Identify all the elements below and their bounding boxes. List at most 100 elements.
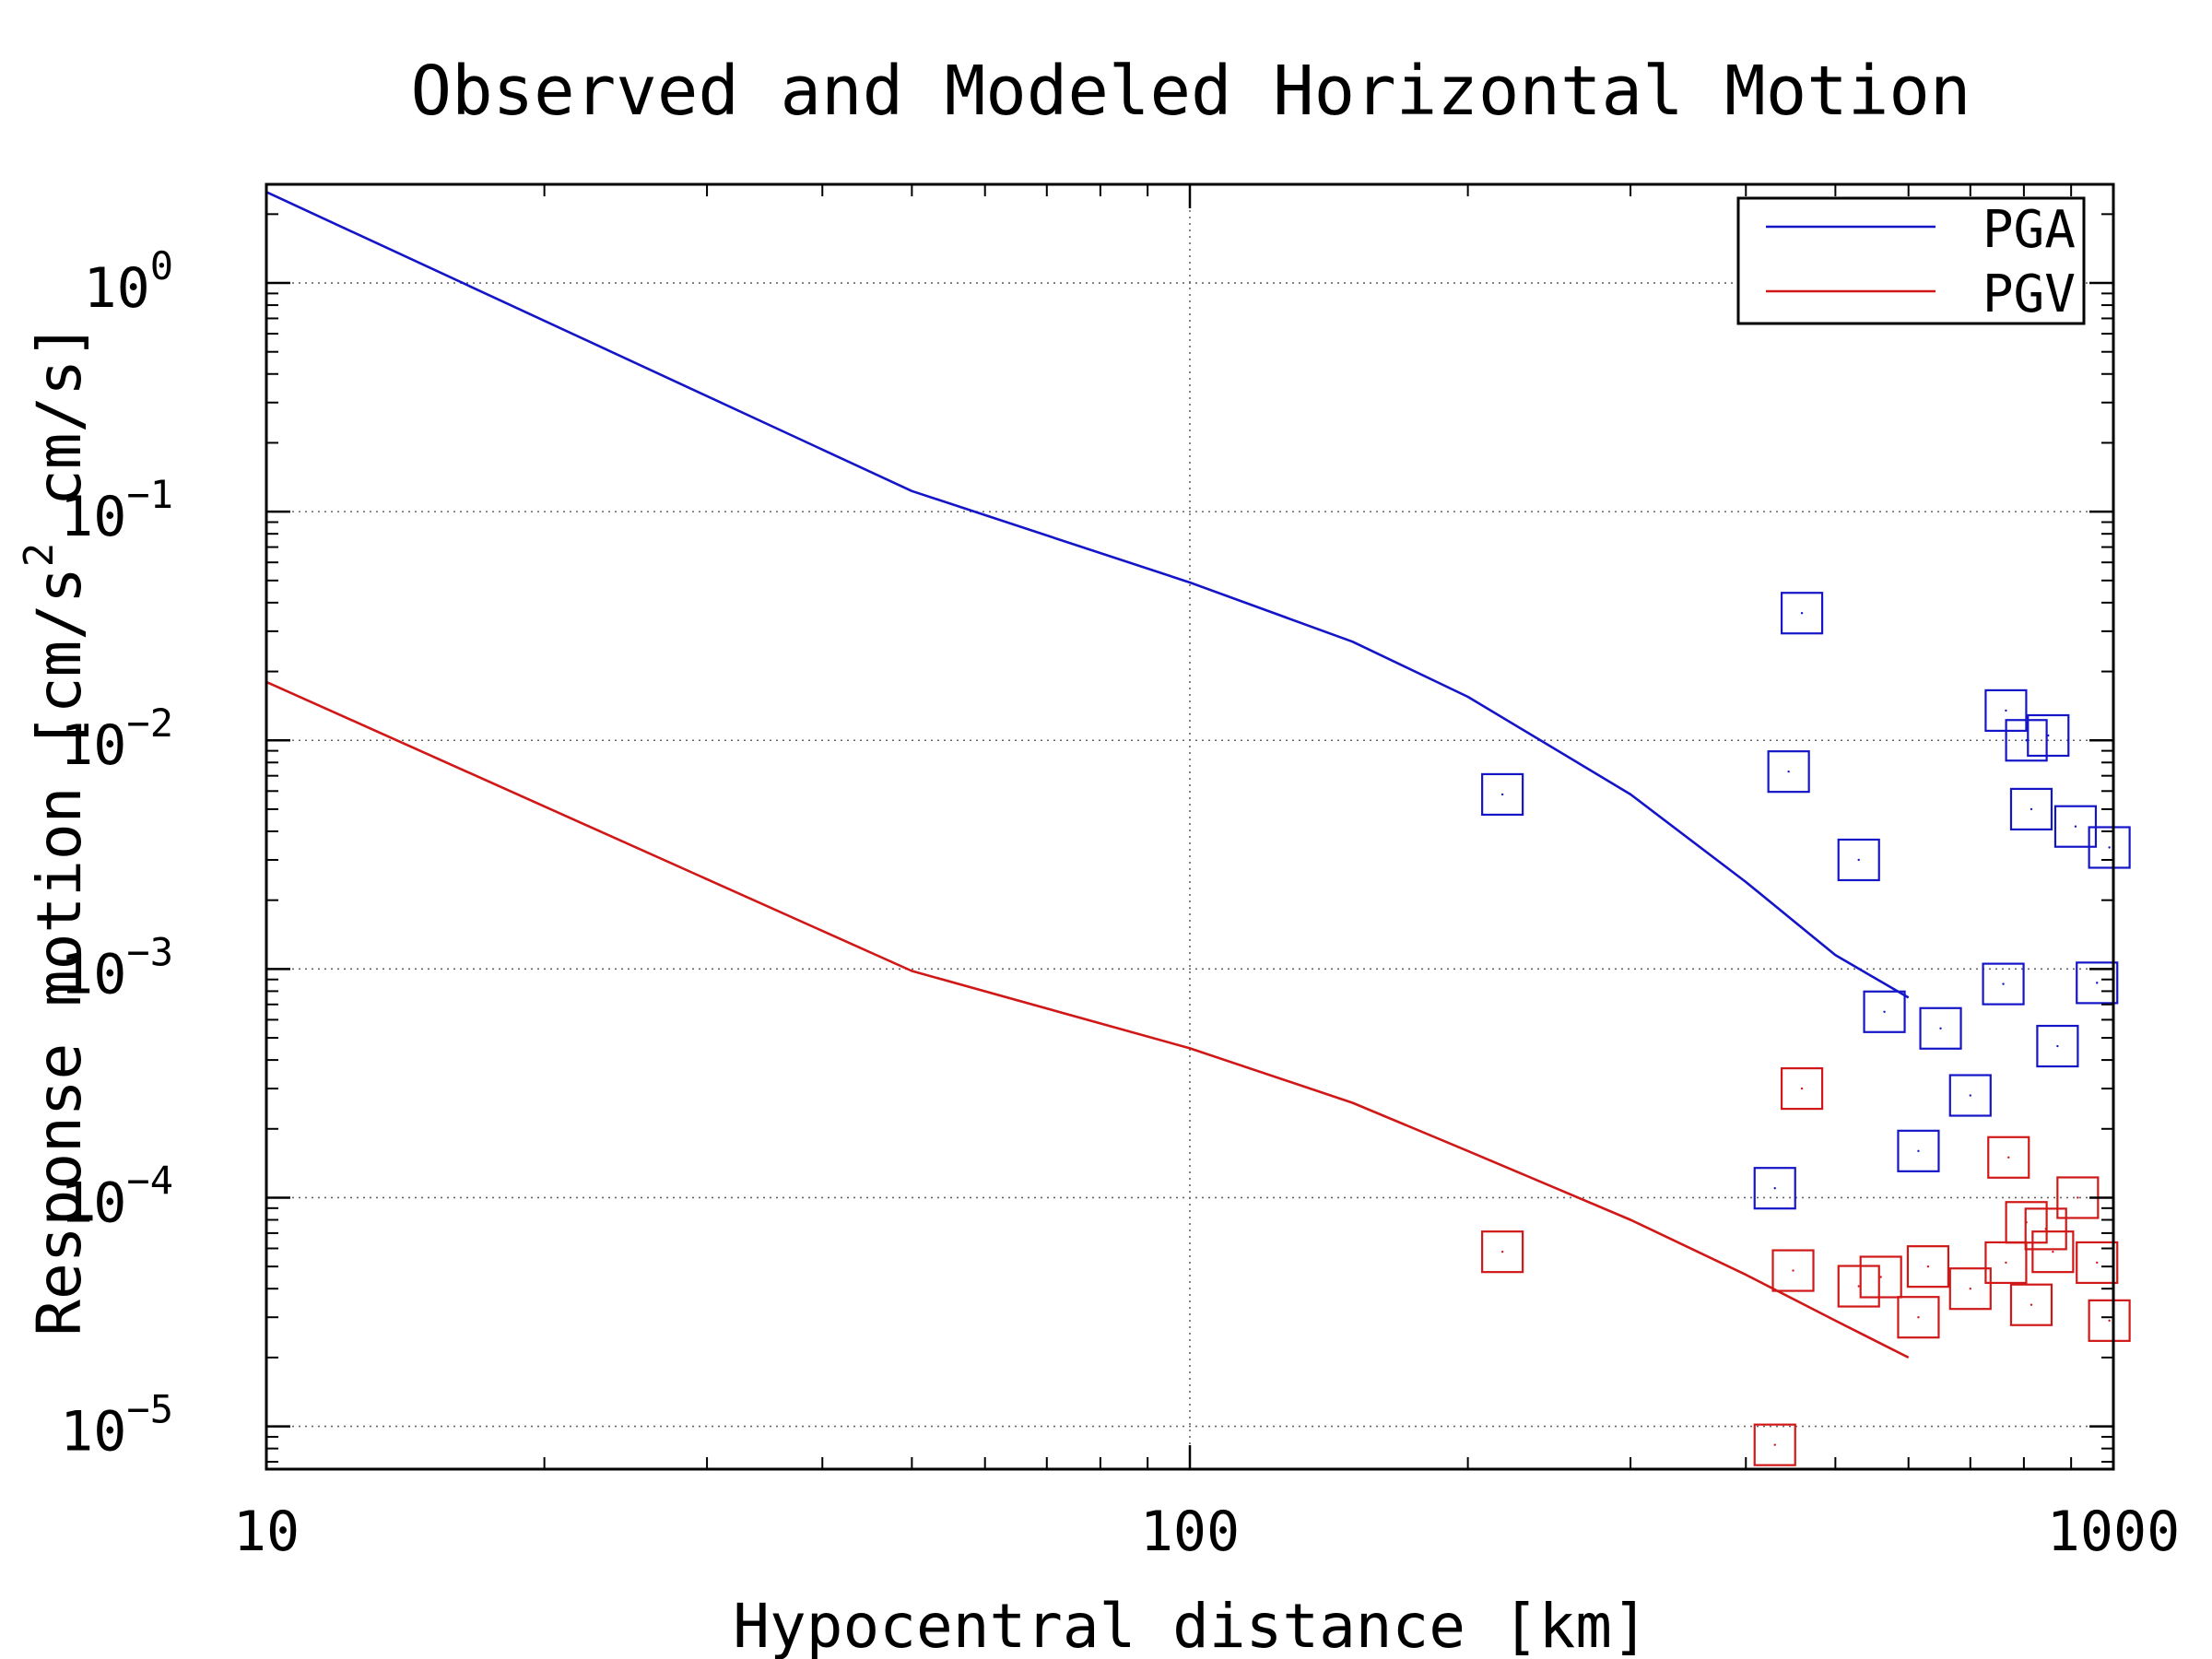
observed-marker-dot bbox=[1787, 770, 1790, 773]
y-axis-title-superscript: 2 bbox=[16, 543, 63, 568]
observed-marker-dot bbox=[1773, 1187, 1776, 1190]
observed-marker-dot bbox=[1969, 1094, 1971, 1097]
x-tick-label: 100 bbox=[1140, 1500, 1240, 1564]
observed-marker-dot bbox=[1800, 612, 1804, 615]
observed-marker-dot bbox=[2005, 1261, 2007, 1265]
observed-marker-dot bbox=[2056, 1044, 2059, 1048]
observed-marker-square bbox=[2027, 713, 2070, 758]
observed-pgv-marker bbox=[1859, 1255, 1902, 1299]
observed-pga-marker bbox=[1982, 962, 2025, 1006]
observed-marker-dot bbox=[1800, 1087, 1804, 1090]
observed-pga-marker bbox=[1863, 990, 1906, 1033]
observed-marker-dot bbox=[1879, 1276, 1882, 1278]
observed-pga-marker bbox=[2088, 826, 2131, 869]
observed-marker-square bbox=[1897, 1296, 1940, 1339]
observed-marker-square bbox=[1780, 592, 1824, 635]
model-line-pga bbox=[266, 191, 1910, 999]
observed-marker-square bbox=[2024, 1207, 2067, 1251]
observed-marker-dot bbox=[1939, 1027, 1942, 1030]
observed-pgv-marker bbox=[1753, 1423, 1796, 1466]
legend-label-pgv: PGV bbox=[1983, 265, 2076, 324]
y-axis-title-suffix: cm/s] bbox=[24, 323, 95, 542]
observed-pga-marker bbox=[1837, 838, 1880, 882]
y-tick-label-exponent: −1 bbox=[126, 472, 173, 517]
observed-pga-marker bbox=[1897, 1129, 1940, 1172]
observed-pga-marker bbox=[2009, 787, 2053, 831]
y-tick-label: 10−2 bbox=[60, 700, 173, 778]
observed-marker-dot bbox=[2047, 734, 2050, 737]
observed-marker-square bbox=[1859, 1255, 1902, 1299]
observed-marker-dot bbox=[1857, 858, 1860, 862]
observed-marker-square bbox=[1837, 838, 1880, 882]
y-tick-label-exponent: −4 bbox=[126, 1158, 173, 1203]
observed-marker-dot bbox=[2096, 1261, 2099, 1265]
observed-marker-square bbox=[1481, 772, 1524, 817]
grid-layer bbox=[266, 184, 2113, 1469]
y-tick-label-base: 10 bbox=[60, 1400, 126, 1465]
y-tick-label: 10−1 bbox=[60, 472, 173, 549]
observed-pgv-marker bbox=[1780, 1066, 1824, 1111]
observed-marker-square bbox=[2009, 1283, 2053, 1326]
observed-marker-square bbox=[1919, 1006, 1962, 1050]
y-tick-label-base: 10 bbox=[83, 256, 149, 321]
observed-markers bbox=[1481, 592, 2131, 1466]
observed-pgv-marker bbox=[1771, 1249, 1815, 1292]
observed-marker-dot bbox=[1917, 1149, 1920, 1153]
observed-pgv-marker bbox=[2024, 1207, 2067, 1251]
model-lines bbox=[266, 191, 1910, 1359]
model-line-pgv bbox=[266, 680, 1910, 1359]
observed-marker-dot bbox=[2030, 1303, 2033, 1306]
observed-marker-square bbox=[1897, 1129, 1940, 1172]
y-tick-label-base: 10 bbox=[60, 485, 126, 549]
observed-marker-square bbox=[1767, 750, 1810, 794]
observed-marker-dot bbox=[1500, 793, 1504, 796]
observed-marker-square bbox=[1982, 962, 2025, 1006]
y-tick-label-exponent: 0 bbox=[150, 243, 173, 288]
observed-marker-dot bbox=[2044, 1228, 2047, 1230]
observed-marker-square bbox=[2036, 1024, 2079, 1068]
observed-pgv-marker bbox=[1897, 1296, 1940, 1339]
y-tick-label: 10−3 bbox=[60, 929, 173, 1006]
observed-marker-dot bbox=[1500, 1250, 1504, 1253]
observed-pgv-marker bbox=[1481, 1230, 1524, 1274]
observed-pga-marker bbox=[2076, 961, 2119, 1005]
observed-pga-marker bbox=[1753, 1167, 1796, 1210]
observed-marker-dot bbox=[2052, 1250, 2054, 1253]
observed-marker-dot bbox=[2030, 807, 2033, 811]
observed-pgv-marker bbox=[2009, 1283, 2053, 1326]
observed-marker-square bbox=[2009, 787, 2053, 831]
legend-box bbox=[1736, 196, 2086, 325]
observed-marker-square bbox=[1837, 1265, 1880, 1308]
observed-marker-square bbox=[1948, 1074, 1992, 1117]
observed-marker-dot bbox=[2108, 846, 2111, 849]
y-tick-label-base: 10 bbox=[60, 713, 126, 778]
observed-marker-square bbox=[1863, 990, 1906, 1033]
observed-marker-dot bbox=[1926, 1265, 1930, 1268]
observed-marker-square bbox=[2031, 1230, 2075, 1274]
observed-marker-square bbox=[2005, 719, 2048, 762]
observed-pgv-marker bbox=[1837, 1265, 1880, 1308]
observed-marker-dot bbox=[2005, 709, 2007, 712]
observed-marker-dot bbox=[1969, 1288, 1971, 1290]
observed-marker-square bbox=[1771, 1249, 1815, 1292]
observed-marker-square bbox=[2088, 826, 2131, 869]
observed-pga-marker bbox=[1767, 750, 1810, 794]
y-tick-label-exponent: −3 bbox=[126, 929, 173, 974]
observed-marker-square bbox=[1987, 1135, 2030, 1179]
observed-marker-square bbox=[1906, 1245, 1950, 1288]
y-tick-label-base: 10 bbox=[60, 942, 126, 1006]
observed-marker-dot bbox=[2007, 1156, 2010, 1159]
x-tick-label: 1000 bbox=[2047, 1500, 2181, 1564]
observed-pgv-marker bbox=[2076, 1241, 2119, 1285]
observed-pga-marker bbox=[1780, 592, 1824, 635]
observed-marker-dot bbox=[2096, 982, 2099, 984]
observed-marker-square bbox=[2076, 1241, 2119, 1285]
observed-pga-marker bbox=[1481, 772, 1524, 817]
observed-pgv-marker bbox=[1987, 1135, 2030, 1179]
observed-pgv-marker bbox=[1984, 1241, 2028, 1285]
observed-marker-square bbox=[1753, 1167, 1796, 1210]
chart-title: Observed and Modeled Horizontal Motion bbox=[411, 52, 1971, 131]
observed-pga-marker bbox=[1948, 1074, 1992, 1117]
observed-marker-square bbox=[2088, 1299, 2131, 1342]
